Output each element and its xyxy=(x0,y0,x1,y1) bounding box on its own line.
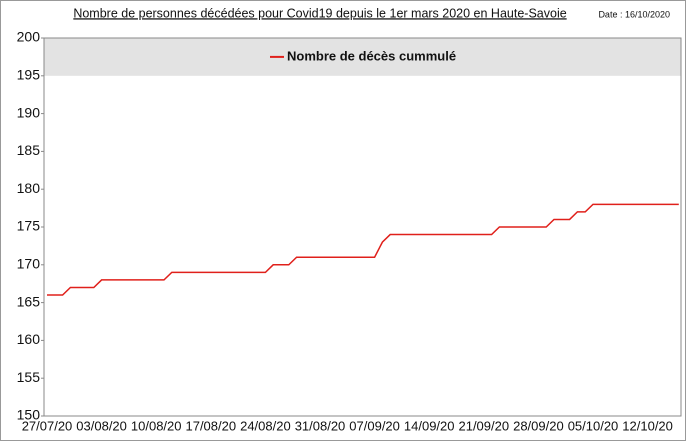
y-tick-label: 190 xyxy=(17,104,41,120)
x-tick-label: 24/08/20 xyxy=(240,418,291,433)
x-tick-label: 31/08/20 xyxy=(295,418,346,433)
x-tick-label: 12/10/20 xyxy=(622,418,673,433)
legend-label: Nombre de décès cummulé xyxy=(287,48,456,63)
y-tick-label: 170 xyxy=(17,256,41,272)
y-tick-label: 155 xyxy=(17,369,41,385)
y-tick-label: 185 xyxy=(17,142,41,158)
x-tick-label: 07/09/20 xyxy=(349,418,400,433)
x-tick-label: 27/07/20 xyxy=(22,418,73,433)
x-tick-label: 14/09/20 xyxy=(404,418,455,433)
y-tick-label: 150 xyxy=(17,407,41,423)
legend-band xyxy=(44,38,681,76)
y-tick-label: 160 xyxy=(17,331,41,347)
y-tick-label: 195 xyxy=(17,67,41,83)
chart-title: Nombre de personnes décédées pour Covid1… xyxy=(73,6,566,20)
x-tick-label: 21/09/20 xyxy=(458,418,509,433)
x-tick-label: 28/09/20 xyxy=(513,418,564,433)
line-series xyxy=(47,203,679,296)
x-tick-label: 17/08/20 xyxy=(185,418,236,433)
y-tick-label: 200 xyxy=(17,29,41,45)
x-tick-label: 03/08/20 xyxy=(76,418,127,433)
x-tick-label: 05/10/20 xyxy=(568,418,619,433)
x-tick-label: 10/08/20 xyxy=(131,418,182,433)
y-tick-label: 180 xyxy=(17,180,41,196)
y-tick-label: 175 xyxy=(17,218,41,234)
y-tick-label: 165 xyxy=(17,293,41,309)
date-note: Date : 16/10/2020 xyxy=(598,9,670,19)
